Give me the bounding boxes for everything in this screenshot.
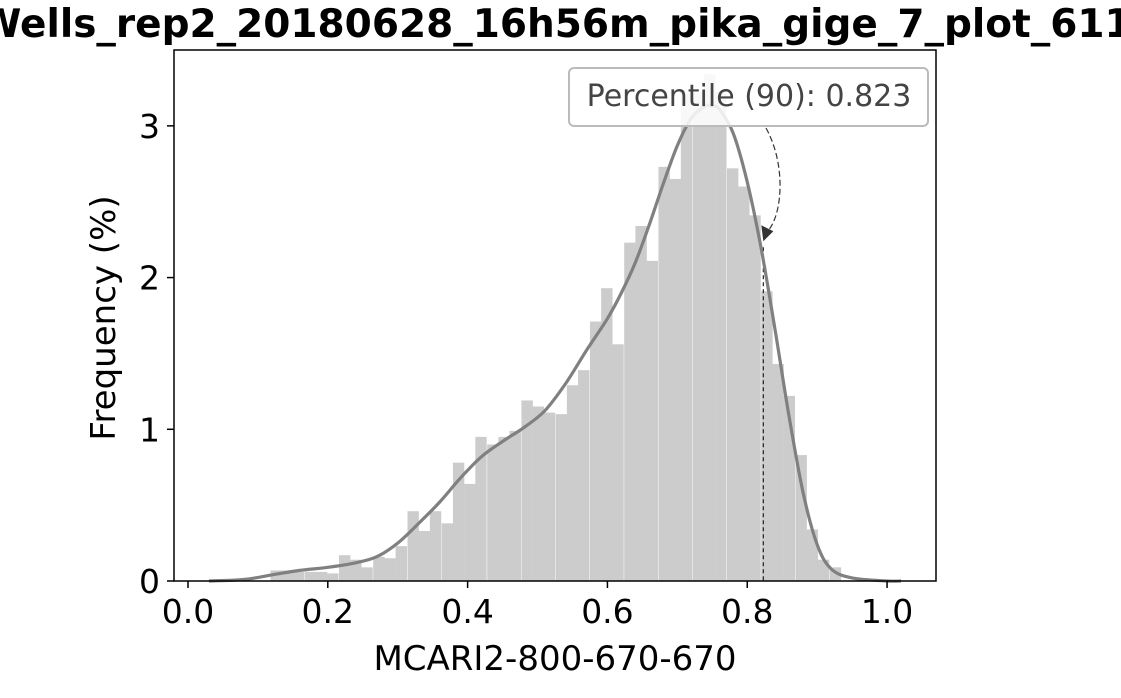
x-axis-ticks: 0.0 0.2 0.4 0.6 0.8 1.0	[162, 581, 913, 631]
histogram-bar	[304, 571, 317, 581]
percentile-annotation: Percentile (90): 0.823	[568, 67, 929, 242]
y-tick-label: 3	[139, 107, 160, 146]
histogram-bar	[783, 395, 795, 581]
histogram-bar	[350, 559, 362, 581]
histogram-bar	[749, 215, 761, 581]
annotation-box	[568, 67, 929, 127]
y-axis-label: Frequency (%)	[84, 195, 124, 440]
histogram-bar	[338, 555, 351, 581]
x-tick-label: 0.2	[302, 592, 354, 631]
histogram-bar	[703, 74, 716, 581]
x-tick-label: 0.0	[162, 592, 214, 631]
annotation-text: Percentile (90): 0.823	[587, 79, 912, 114]
histogram-bar	[566, 385, 579, 581]
chart-title: Wells_rep2_20180628_16h56m_pika_gige_7_p…	[0, 2, 1121, 47]
histogram-bar	[384, 558, 396, 581]
x-tick-label: 1.0	[861, 592, 913, 631]
histogram-bar	[498, 436, 510, 581]
y-tick-label: 2	[139, 259, 160, 298]
histogram-bar	[578, 370, 590, 581]
histogram-bar	[715, 90, 727, 581]
histogram-bar	[509, 430, 521, 581]
histogram-bar	[738, 186, 750, 582]
x-axis-label: MCARI2-800-670-670	[373, 639, 736, 679]
histogram-bar	[692, 92, 705, 581]
histogram-bar	[395, 546, 408, 581]
histogram-bar	[624, 242, 636, 582]
histogram-bar	[532, 406, 545, 581]
histogram-bar	[441, 523, 454, 581]
y-tick-label: 0	[139, 562, 160, 601]
y-axis-ticks: 0 1 2 3	[139, 107, 174, 601]
histogram-bar	[292, 571, 305, 581]
plot-frame	[173, 49, 937, 582]
x-tick-label: 0.6	[581, 592, 633, 631]
histogram-bar	[817, 559, 830, 581]
histogram-bar	[612, 344, 624, 581]
histogram-bar	[829, 567, 842, 581]
histogram-bar	[521, 400, 533, 581]
histogram-bar	[806, 529, 819, 581]
histogram-bar	[429, 511, 442, 581]
histogram-bar	[327, 573, 339, 581]
annotation-arrowhead	[761, 225, 774, 242]
annotation-arrow	[764, 127, 781, 234]
histogram-bar	[281, 570, 294, 581]
histogram-bar	[761, 291, 773, 581]
histogram-bar	[361, 567, 373, 581]
histogram-bar	[555, 414, 568, 581]
histogram-bar	[795, 455, 807, 581]
histogram-bar	[726, 168, 739, 581]
histogram-bar	[464, 483, 476, 581]
histogram-bar	[407, 511, 419, 581]
histogram-bar	[601, 288, 613, 581]
histogram-bar	[669, 178, 682, 581]
histogram-bar	[543, 412, 556, 581]
histogram-bar	[315, 571, 328, 581]
histogram-bar	[475, 436, 487, 581]
histogram-bar	[635, 225, 647, 581]
histogram-bar	[373, 556, 385, 581]
histogram-bar	[680, 92, 693, 581]
kde-curve	[208, 103, 902, 583]
histogram-bar	[487, 444, 499, 581]
histogram-bar	[589, 321, 602, 581]
x-tick-label: 0.8	[721, 592, 773, 631]
x-tick-label: 0.4	[441, 592, 493, 631]
histogram-bar	[772, 364, 784, 581]
y-tick-label: 1	[139, 410, 160, 449]
histogram-bar	[646, 260, 658, 581]
histogram-bars	[270, 74, 842, 582]
histogram-bar	[418, 530, 431, 581]
histogram-bar	[452, 462, 465, 581]
histogram-bar	[658, 166, 670, 581]
